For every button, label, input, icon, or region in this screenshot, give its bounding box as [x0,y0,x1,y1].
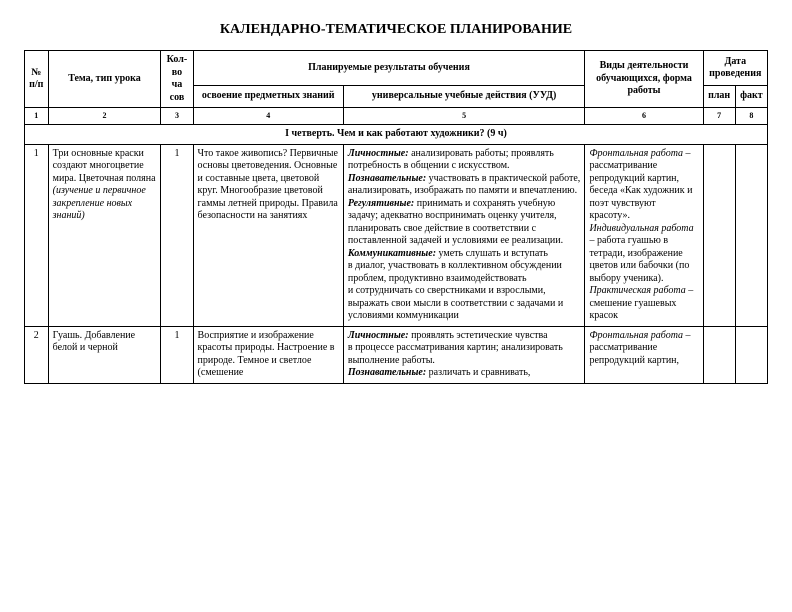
uud-kom-t3: и сотрудничать со сверстниками и взрослы… [348,285,563,321]
table-row: 2 Гуашь. Добавление белой и черной 1 Вос… [25,326,768,383]
uud-lich-h: Личностные: [348,330,409,341]
plan-table: № п/п Тема, тип урока Кол-во ча сов План… [24,50,768,384]
vid-1-h: Фронтальная работа [589,330,683,341]
th-osv: освоение предметных знаний [193,86,343,108]
table-row: 1 Три основные краски создают многоцвети… [25,144,768,326]
cell-kol: 1 [161,326,193,383]
vid-1-h: Фронтальная работа [589,148,683,159]
uud-poz-h: Познавательные: [348,367,426,378]
cell-osv: Восприятие и изображение красоты природы… [193,326,343,383]
th-date: Дата проведения [703,51,767,86]
uud-lich-t1: проявлять эстетические чувства [409,330,548,341]
cell-fakt [735,326,767,383]
coln-1: 1 [25,108,49,125]
uud-lich-h: Личностные: [348,148,409,159]
uud-kom-t1: уметь слушать и вступать [436,248,548,259]
coln-8: 8 [735,108,767,125]
cell-osv: Что такое живопись? Первичные основы цве… [193,144,343,326]
cell-tema: Гуашь. Добавление белой и черной [48,326,161,383]
vid-2-t: – работа гуашью в тетради, изображение ц… [589,235,689,284]
uud-kom-h: Коммуникативные: [348,248,436,259]
th-plan: план [703,86,735,108]
cell-vid: Фронтальная работа – рассматривание репр… [585,326,703,383]
page: { "title": "КАЛЕНДАРНО-ТЕМАТИЧЕСКОЕ ПЛАН… [0,0,792,612]
th-num: № п/п [25,51,49,108]
uud-reg-h: Регулятивные: [348,198,414,209]
cell-tema: Три основные краски создают многоцветие … [48,144,161,326]
cell-uud: Личностные: проявлять эстетические чувст… [343,326,585,383]
cell-vid: Фронтальная работа – рассматривание репр… [585,144,703,326]
coln-4: 4 [193,108,343,125]
coln-3: 3 [161,108,193,125]
section-row: I четверть. Чем и как работают художники… [25,125,768,145]
tema-type: (изучение и первичное закрепление новых … [53,185,146,221]
cell-kol: 1 [161,144,193,326]
cell-plan [703,144,735,326]
table-head: № п/п Тема, тип урока Кол-во ча сов План… [25,51,768,125]
section-title: I четверть. Чем и как работают художники… [25,125,768,145]
cell-plan [703,326,735,383]
th-uud: универсальные учебные действия (УУД) [343,86,585,108]
cell-num: 1 [25,144,49,326]
uud-lich-t2: в процессе рассматривания картин; анализ… [348,342,563,366]
coln-2: 2 [48,108,161,125]
th-results: Планируемые результаты обучения [193,51,585,86]
page-title: КАЛЕНДАРНО-ТЕМАТИЧЕСКОЕ ПЛАНИРОВАНИЕ [24,22,768,38]
cell-num: 2 [25,326,49,383]
uud-kom-t2: в диалог, участвовать в коллективном обс… [348,260,562,284]
uud-poz-t: различать и сравнивать, [426,367,530,378]
tema-text: Три основные краски создают многоцветие … [53,148,156,184]
vid-3-h: Практическая работа [589,285,685,296]
cell-uud: Личностные: анализировать работы; проявл… [343,144,585,326]
coln-7: 7 [703,108,735,125]
th-tema: Тема, тип урока [48,51,161,108]
vid-2-h: Индивидуальная работа [589,223,693,234]
uud-poz-h: Познавательные: [348,173,426,184]
th-vid: Виды деятельности обучающихся, форма раб… [585,51,703,108]
cell-fakt [735,144,767,326]
col-number-row: 1 2 3 4 5 6 7 8 [25,108,768,125]
coln-5: 5 [343,108,585,125]
th-fakt: факт [735,86,767,108]
coln-6: 6 [585,108,703,125]
th-kol: Кол-во ча сов [161,51,193,108]
